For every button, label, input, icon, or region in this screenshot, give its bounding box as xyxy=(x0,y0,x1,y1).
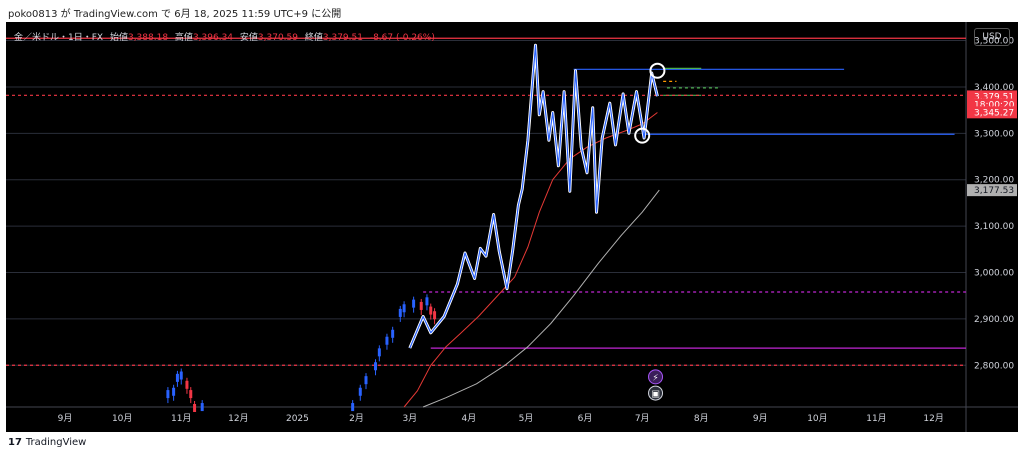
x-tick-label: 4月 xyxy=(461,413,476,424)
y-tick-label: 3,400.00 xyxy=(974,83,1014,93)
ma-short-line xyxy=(403,112,658,408)
currency-button[interactable]: USD xyxy=(974,28,1010,46)
lightning-icon-glyph: ⚡ xyxy=(652,373,658,383)
chart-area[interactable]: ⚡ ▣ 2,800.00 2,900.00 3,000.00 3,100.00 3,200.… xyxy=(6,22,1018,432)
x-tick-label: 3月 xyxy=(402,413,417,424)
brand-label[interactable]: TradingView xyxy=(25,437,87,448)
ma-long-line xyxy=(422,189,660,408)
footer: 17 TradingView xyxy=(8,437,86,448)
candle-body xyxy=(391,329,395,338)
y-tick-label: 3,500.00 xyxy=(974,37,1014,47)
candle-body xyxy=(398,308,402,317)
x-tick-label: 12月 xyxy=(923,413,943,424)
x-tick-label: 12月 xyxy=(228,413,248,424)
candle-body xyxy=(172,387,176,396)
price-label-text: 18:00:20 xyxy=(974,101,1015,111)
x-tick-label: 2025 xyxy=(286,414,309,424)
candle-body xyxy=(374,362,378,371)
candle-body xyxy=(433,311,437,320)
x-tick-label: 2月 xyxy=(349,413,364,424)
candle-body xyxy=(200,403,204,412)
change-value: -8.67 (-0.26%) xyxy=(369,33,435,43)
candle-body xyxy=(429,306,433,315)
candle-body xyxy=(189,390,193,399)
candle-body xyxy=(425,297,429,306)
x-tick-label: 8月 xyxy=(694,413,709,424)
publish-header: poko0813 が TradingView.com で 6月 18, 2025… xyxy=(8,9,342,20)
low-value: 3,370.59 xyxy=(257,33,298,43)
overlay-line-white xyxy=(408,43,659,349)
candle-body xyxy=(402,304,406,313)
x-tick-label: 5月 xyxy=(519,413,534,424)
x-tick-label: 10月 xyxy=(112,413,132,424)
x-tick-label: 11月 xyxy=(171,413,191,424)
candle-body xyxy=(179,371,183,380)
open-label: 始値 xyxy=(109,33,128,43)
x-tick-label: 9月 xyxy=(58,413,73,424)
candle-body xyxy=(175,373,179,382)
candle-body xyxy=(385,336,389,345)
candle-body xyxy=(419,301,423,310)
high-value: 3,396.34 xyxy=(192,33,234,43)
candle-body xyxy=(358,387,362,396)
x-tick-label: 6月 xyxy=(578,413,593,424)
x-tick-label: 10月 xyxy=(807,413,827,424)
low-label: 安値 xyxy=(239,33,258,43)
x-tick-label: 7月 xyxy=(635,413,650,424)
lightning-icon xyxy=(648,369,664,385)
y-tick-label: 3,100.00 xyxy=(974,222,1014,232)
highlight-circle xyxy=(634,127,651,144)
candle-body xyxy=(351,403,355,412)
high-label: 高値 xyxy=(174,33,193,43)
candle-body xyxy=(364,376,368,385)
y-tick-label: 2,800.00 xyxy=(974,361,1014,371)
tradingview-logo-icon: 17 xyxy=(8,437,22,448)
symbol-label[interactable]: 金／米ドル・1日・FX xyxy=(14,33,104,43)
candle-body xyxy=(185,380,189,389)
candle-body xyxy=(412,299,416,308)
price-label-box xyxy=(967,184,1017,197)
x-tick-label: 11月 xyxy=(866,413,886,424)
candle-body xyxy=(193,404,197,412)
y-tick-label: 3,300.00 xyxy=(974,129,1014,139)
price-line-blue xyxy=(409,44,658,349)
chart-canvas[interactable]: ⚡ ▣ 2,800.00 2,900.00 3,000.00 3,100.00 3,200.… xyxy=(6,22,1018,432)
candle-body xyxy=(377,348,381,357)
us-flag-icon xyxy=(648,385,664,401)
x-tick-label: 9月 xyxy=(753,413,768,424)
y-tick-label: 3,200.00 xyxy=(974,176,1014,186)
highlight-circle xyxy=(649,62,666,79)
price-label-text: 3,345.27 xyxy=(974,108,1014,118)
price-label-text: 3,177.53 xyxy=(974,186,1014,196)
y-tick-label: 3,000.00 xyxy=(974,268,1014,278)
ohlc-legend: 金／米ドル・1日・FX 始値3,388.18 高値3,396.34 安値3,37… xyxy=(14,30,435,43)
y-tick-label: 2,900.00 xyxy=(974,315,1014,325)
close-value: 3,379.51 xyxy=(322,33,363,43)
close-label: 終値 xyxy=(304,33,323,43)
candle-body xyxy=(166,390,170,399)
price-label-text: 3,379.51 xyxy=(974,92,1014,102)
open-value: 3,388.18 xyxy=(127,33,169,43)
price-label-box xyxy=(967,106,1017,119)
us-flag-icon-glyph: ▣ xyxy=(651,390,660,400)
